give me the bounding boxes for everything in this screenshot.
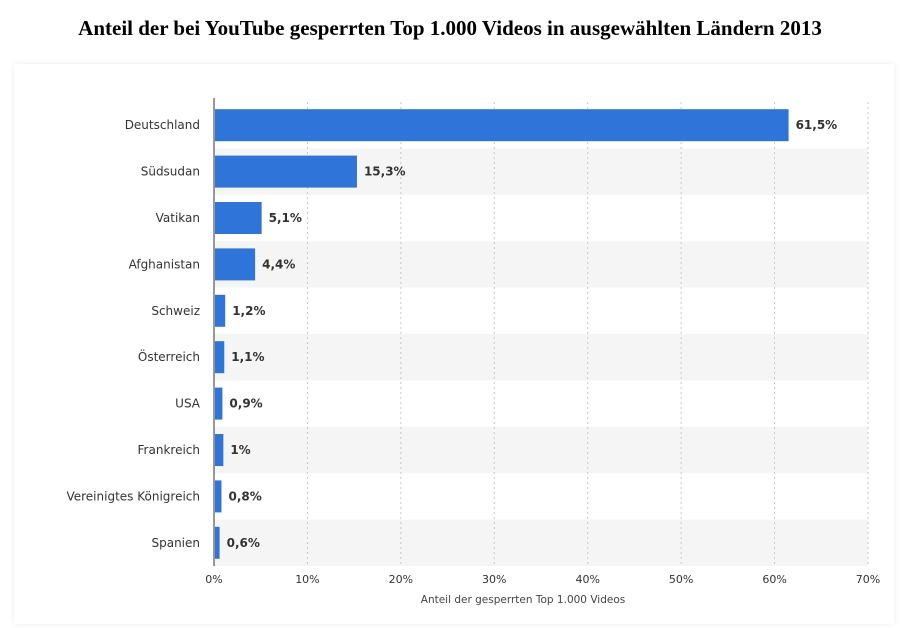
category-label: Spanien [151, 536, 200, 550]
x-tick-label: 20% [389, 573, 413, 586]
value-label: 1% [230, 443, 250, 457]
value-label: 1,1% [231, 350, 264, 364]
bar[interactable] [215, 434, 224, 466]
category-label: Deutschland [125, 118, 200, 132]
value-label: 0,8% [228, 489, 261, 503]
value-label: 15,3% [364, 165, 406, 179]
value-label: 5,1% [269, 211, 302, 225]
bar[interactable] [215, 387, 223, 420]
x-tick-label: 40% [575, 573, 599, 586]
gridlines [306, 102, 869, 566]
category-label: Vereinigtes Königreich [66, 489, 200, 503]
x-tick-label: 10% [295, 573, 319, 586]
bar[interactable] [215, 109, 789, 142]
value-label: 1,2% [232, 304, 265, 318]
x-tick-label: 0% [205, 573, 222, 586]
bar[interactable] [215, 480, 222, 513]
x-tick-label: 30% [482, 573, 506, 586]
bar[interactable] [215, 526, 220, 559]
bar[interactable] [215, 155, 357, 188]
bar[interactable] [215, 248, 256, 281]
value-label: 0,6% [227, 536, 260, 550]
bar[interactable] [215, 202, 262, 234]
value-label: 4,4% [262, 257, 295, 271]
value-label: 61,5% [796, 118, 838, 132]
row-band [214, 519, 868, 566]
x-tick-label: 50% [669, 573, 693, 586]
bars [215, 109, 789, 559]
bar[interactable] [215, 341, 225, 374]
value-label: 0,9% [229, 397, 262, 411]
row-band [214, 241, 868, 288]
labels: 0% 10% 20% 30% 40% 50% 60% 70% Deutschland 61,5% S… [66, 118, 880, 606]
row-band [214, 426, 868, 474]
category-label: Frankreich [138, 443, 200, 457]
x-tick-label: 70% [856, 573, 880, 586]
category-label: Vatikan [156, 211, 200, 225]
category-label: USA [175, 397, 201, 411]
category-label: Südsudan [141, 165, 200, 179]
x-axis-title: Anteil der gesperrten Top 1.000 Videos [421, 594, 625, 606]
bar[interactable] [215, 294, 226, 327]
row-bands [214, 148, 868, 566]
page-title: Anteil der bei YouTube gesperrten Top 1.… [78, 16, 822, 40]
x-tick-label: 60% [762, 573, 786, 586]
category-label: Schweiz [151, 304, 200, 318]
category-label: Österreich [138, 348, 200, 364]
row-band [214, 334, 868, 381]
category-label: Afghanistan [129, 257, 200, 271]
